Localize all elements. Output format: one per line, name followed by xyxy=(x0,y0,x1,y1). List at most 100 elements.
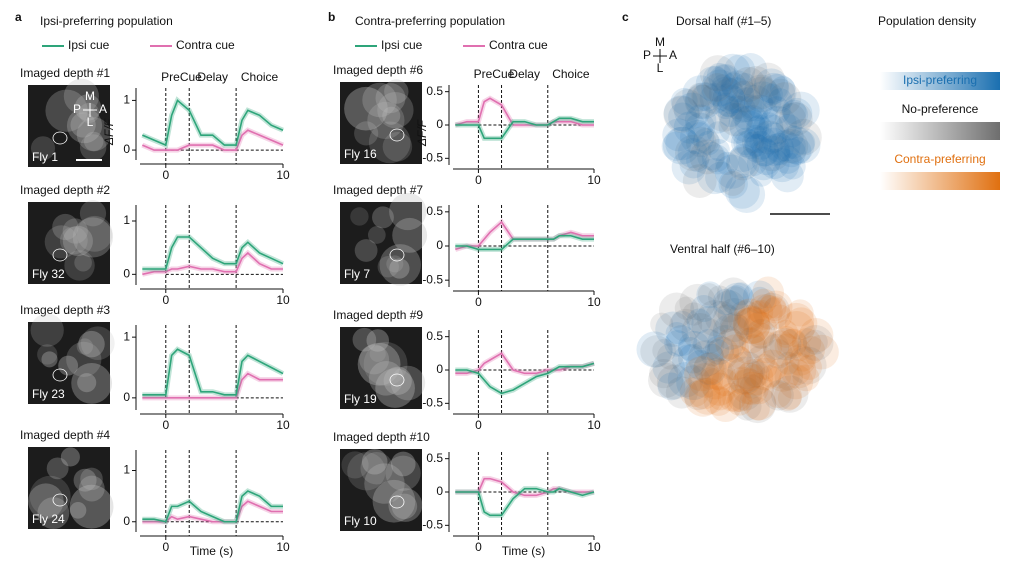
cell-density xyxy=(774,333,800,359)
cell-density xyxy=(743,134,772,163)
compass-label: P xyxy=(643,48,651,62)
cell-blob xyxy=(70,112,96,138)
cell-density xyxy=(718,77,755,113)
legend-bar xyxy=(880,172,1000,190)
cell-density xyxy=(706,121,730,145)
roi-outline xyxy=(389,495,405,509)
cell-density xyxy=(706,339,730,362)
cell-density xyxy=(672,344,707,379)
cell-density xyxy=(717,297,751,331)
fly-label: Fly 23 xyxy=(32,387,65,401)
cell-density xyxy=(686,149,709,173)
cell-density xyxy=(711,64,739,92)
cell-blob xyxy=(368,360,404,396)
cell-density xyxy=(693,329,725,361)
cell-density xyxy=(765,148,800,183)
cell-density xyxy=(716,277,750,311)
micrograph xyxy=(28,447,110,529)
cell-density xyxy=(733,53,768,87)
cell-density xyxy=(726,356,764,394)
cell-density xyxy=(677,330,711,364)
cell-density xyxy=(727,300,763,336)
roi-outline xyxy=(52,131,68,145)
cell-blob xyxy=(366,329,390,352)
cell-density xyxy=(802,329,828,355)
cell-density xyxy=(729,144,757,172)
y-tick-label: 0.5 xyxy=(426,329,443,343)
cell-density xyxy=(696,130,721,156)
cell-density xyxy=(640,335,673,368)
cell-density xyxy=(783,137,812,165)
cell-density xyxy=(704,108,731,134)
micrograph xyxy=(340,327,422,409)
cell-density xyxy=(788,346,827,385)
cell-density xyxy=(664,330,691,357)
cell-density xyxy=(704,335,735,365)
cell-density xyxy=(699,83,731,114)
cell-density xyxy=(747,294,783,330)
cell-blob xyxy=(367,101,405,140)
cell-density xyxy=(743,311,778,346)
panel-letter: b xyxy=(328,10,335,24)
cell-density xyxy=(690,294,718,323)
cell-density xyxy=(657,372,686,401)
cell-density xyxy=(677,138,708,169)
micrograph xyxy=(340,449,422,531)
cell-density xyxy=(782,99,807,125)
cell-density xyxy=(725,146,758,179)
depth-label: Imaged depth #2 xyxy=(20,183,110,197)
cell-density xyxy=(684,84,719,119)
trace xyxy=(142,500,283,523)
cell-density xyxy=(678,336,703,361)
depth-label: Imaged depth #3 xyxy=(20,303,110,317)
cell-density xyxy=(717,382,747,412)
cell-blob xyxy=(384,79,409,104)
cell-density xyxy=(689,139,725,175)
cell-blob xyxy=(69,502,87,519)
cell-blob xyxy=(390,451,416,477)
cell-density xyxy=(684,379,722,417)
cell-density xyxy=(673,111,706,144)
cell-blob xyxy=(361,448,388,475)
cell-blob xyxy=(37,344,58,365)
cell-density xyxy=(778,364,814,400)
y-tick-label: 0 xyxy=(436,117,443,131)
cell-density xyxy=(688,340,725,377)
cell-blob xyxy=(369,345,386,362)
roi-outline xyxy=(52,248,68,262)
cell-density xyxy=(736,359,774,396)
cell-blob xyxy=(29,475,71,517)
cell-density xyxy=(712,313,749,350)
cell-blob xyxy=(363,341,408,386)
cell-density xyxy=(679,119,715,155)
trace xyxy=(455,487,595,517)
cell-density xyxy=(709,390,742,423)
cell-density xyxy=(728,366,757,395)
cell-blob xyxy=(62,218,88,244)
cell-density xyxy=(762,122,785,145)
cell-density xyxy=(767,142,791,166)
x-tick-label: 0 xyxy=(162,293,169,307)
legend-label: Contra cue xyxy=(176,38,235,52)
cell-density xyxy=(738,385,777,424)
cell-blob xyxy=(364,463,405,504)
cell-density xyxy=(777,138,806,168)
cell-density xyxy=(776,328,807,359)
cell-density xyxy=(679,283,716,321)
cell-density xyxy=(750,62,786,97)
cell-density xyxy=(764,132,794,163)
cell-density xyxy=(785,118,822,156)
cell-density xyxy=(709,63,741,96)
cell-blob xyxy=(392,217,428,253)
cell-density xyxy=(718,344,754,381)
y-tick-label: 0.5 xyxy=(426,204,443,218)
cell-density xyxy=(743,364,768,389)
cell-density xyxy=(689,317,726,355)
cell-density xyxy=(750,288,777,315)
cell-density xyxy=(684,356,720,392)
fly-label: Fly 24 xyxy=(32,512,65,526)
compass-label: P xyxy=(73,102,81,116)
cell-density xyxy=(749,162,774,187)
cell-density xyxy=(662,118,696,152)
cell-density xyxy=(691,305,729,343)
